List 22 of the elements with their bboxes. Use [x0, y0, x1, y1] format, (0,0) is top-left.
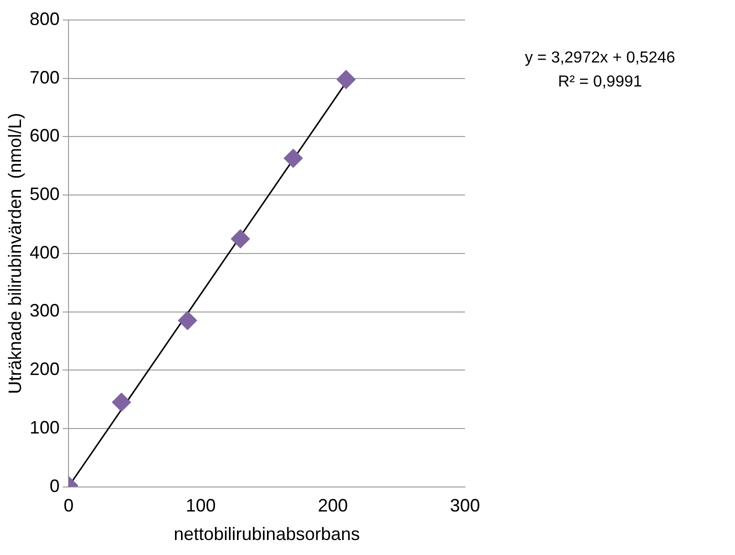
- point: [178, 311, 198, 330]
- x-axis-title: nettobilirubinabsorbans: [174, 524, 360, 544]
- y-tick-label: 600: [30, 126, 60, 146]
- x-tick-label: 0: [64, 496, 74, 516]
- y-axis-title: Uträknade bilirubinvärden (nmol/L): [4, 112, 25, 394]
- y-tick-label: 100: [30, 417, 60, 438]
- point: [230, 229, 250, 248]
- point: [112, 392, 131, 412]
- y-tick-label: 700: [30, 67, 60, 88]
- point: [284, 148, 303, 168]
- x-tick-label: 200: [318, 496, 348, 516]
- y-tick-label: 800: [30, 8, 60, 29]
- y-tick-label: 200: [30, 359, 60, 380]
- y-tick-label: 300: [30, 300, 60, 321]
- x-tick-label: 300: [450, 496, 480, 516]
- y-tick-label: 0: [50, 476, 60, 496]
- point: [336, 70, 356, 90]
- y-tick-label: 400: [30, 242, 60, 262]
- x-tick-label: 100: [186, 496, 216, 516]
- y-tick-label: 500: [30, 184, 60, 204]
- text: y = 3,2972x + 0,5246: [524, 49, 676, 66]
- text: R² = 0,9991: [558, 73, 642, 90]
